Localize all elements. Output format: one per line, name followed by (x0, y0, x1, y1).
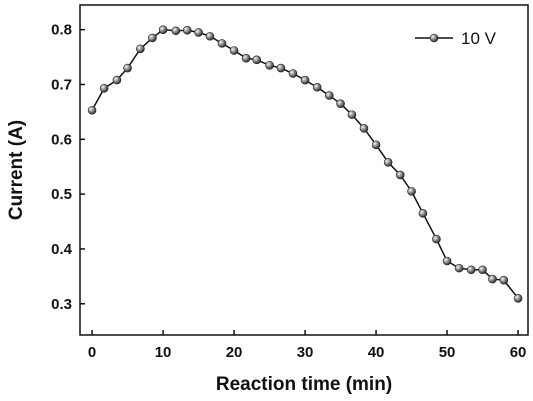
series-line (91, 28, 519, 299)
data-point (158, 25, 168, 34)
data-point (112, 75, 122, 85)
data-point (171, 26, 181, 36)
data-point (99, 84, 109, 93)
y-tick-label: 0.4 (51, 241, 73, 258)
data-point (407, 187, 416, 196)
data-point (454, 263, 464, 273)
data-point (371, 140, 381, 150)
x-tick-label: 0 (88, 344, 96, 361)
data-point (123, 63, 132, 73)
x-tick-label: 60 (510, 344, 527, 361)
data-point (276, 63, 286, 73)
x-tick-label: 20 (226, 344, 243, 361)
data-point (87, 105, 97, 115)
data-point (513, 293, 523, 303)
y-tick-label: 0.8 (51, 22, 72, 39)
x-axis-title: Reaction time (min) (216, 374, 392, 395)
y-tick-label: 0.5 (51, 186, 72, 203)
x-tick-label: 30 (297, 344, 314, 361)
data-point (241, 53, 251, 63)
x-tick-label: 50 (439, 344, 456, 361)
data-point (359, 124, 369, 133)
data-point (312, 82, 322, 92)
y-tick-label: 0.7 (51, 76, 72, 93)
legend-marker (429, 33, 439, 43)
data-point (499, 275, 509, 285)
data-point (265, 60, 274, 70)
data-point (347, 110, 357, 119)
data-point (194, 28, 203, 37)
data-point (432, 234, 441, 244)
data-point (418, 209, 428, 218)
data-point (148, 33, 157, 43)
x-tick-label: 40 (368, 344, 385, 361)
plot-frame (79, 4, 529, 336)
data-point (442, 256, 452, 266)
data-point (466, 265, 476, 275)
data-point (229, 46, 239, 55)
data-point (395, 170, 405, 180)
data-point (300, 75, 310, 85)
x-tick-label: 10 (155, 344, 172, 361)
y-axis-title: Current (A) (6, 120, 27, 220)
data-point (182, 25, 192, 35)
data-point (136, 44, 145, 54)
y-tick-label: 0.6 (51, 131, 72, 148)
data-point (252, 55, 262, 65)
data-point (288, 69, 298, 78)
y-tick-label: 0.3 (51, 296, 72, 313)
data-point (478, 265, 487, 275)
data-point (217, 39, 227, 48)
data-point (324, 91, 334, 100)
data-point (488, 274, 497, 284)
data-point (383, 158, 393, 167)
data-point (205, 31, 215, 41)
legend-label: 10 V (461, 29, 497, 48)
data-point (336, 99, 345, 108)
